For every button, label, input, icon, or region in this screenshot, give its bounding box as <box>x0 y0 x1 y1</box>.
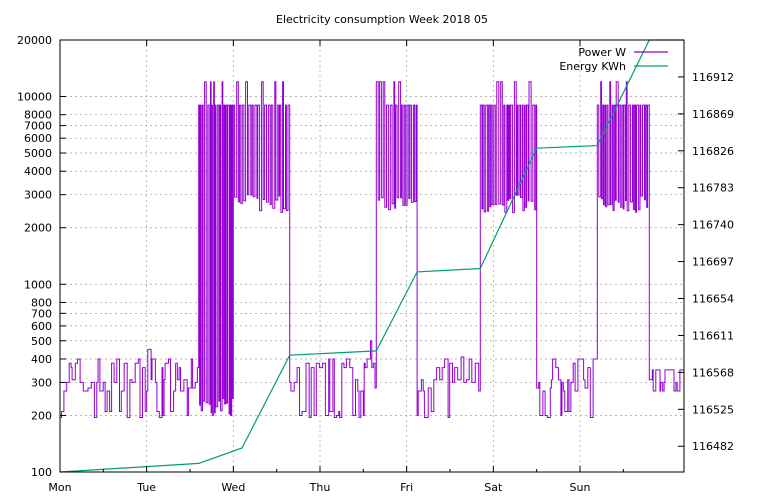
y-right-tick-label: 116869 <box>692 108 734 121</box>
y-right-tick-label: 116611 <box>692 329 734 342</box>
plot-area <box>59 39 684 473</box>
x-tick-label: Wed <box>221 481 245 494</box>
y-left-tick-label: 800 <box>31 296 52 309</box>
y-left-tick-label: 4000 <box>24 165 52 178</box>
y-left-tick-label: 1000 <box>24 278 52 291</box>
plot-frame <box>59 39 685 473</box>
y-left-tick-label: 600 <box>31 320 52 333</box>
y-left-tick-label: 10000 <box>17 91 52 104</box>
energy-series-line <box>59 39 684 473</box>
y-left-tick-label: 5000 <box>24 147 52 160</box>
x-tick-label: Fri <box>400 481 413 494</box>
grid <box>60 40 684 472</box>
y-left-tick-label: 6000 <box>24 132 52 145</box>
x-tick-label: Sat <box>484 481 503 494</box>
axes: Mon Tue Wed Thu Fri Sat Sun1002003004005006007… <box>17 34 734 494</box>
y-left-tick-label: 2000 <box>24 222 52 235</box>
y-left-tick-label: 300 <box>31 376 52 389</box>
x-tick-label: Mon <box>48 481 71 494</box>
y-right-tick-label: 116654 <box>692 293 734 306</box>
y-left-tick-label: 8000 <box>24 109 52 122</box>
power-series-line <box>59 81 684 418</box>
y-right-tick-label: 116912 <box>692 71 734 84</box>
y-right-tick-label: 116525 <box>692 403 734 416</box>
x-tick-label: Thu <box>309 481 331 494</box>
y-right-tick-label: 116783 <box>692 182 734 195</box>
y-right-tick-label: 116697 <box>692 256 734 269</box>
y-left-tick-label: 500 <box>31 335 52 348</box>
y-left-tick-label: 20000 <box>17 34 52 47</box>
y-right-tick-label: 116568 <box>692 366 734 379</box>
y-left-tick-label: 100 <box>31 466 52 479</box>
legend-label: Energy KWh <box>559 60 626 73</box>
y-right-tick-label: 116482 <box>692 440 734 453</box>
legend-label: Power W <box>578 46 626 59</box>
y-right-tick-label: 116826 <box>692 145 734 158</box>
x-tick-label: Sun <box>570 481 591 494</box>
y-left-tick-label: 7000 <box>24 120 52 133</box>
y-left-tick-label: 400 <box>31 353 52 366</box>
chart-title: Electricity consumption Week 2018 05 <box>276 13 488 26</box>
x-tick-label: Tue <box>136 481 156 494</box>
y-right-tick-label: 116740 <box>692 219 734 232</box>
y-left-tick-label: 3000 <box>24 189 52 202</box>
y-left-tick-label: 700 <box>31 307 52 320</box>
y-left-tick-label: 200 <box>31 409 52 422</box>
